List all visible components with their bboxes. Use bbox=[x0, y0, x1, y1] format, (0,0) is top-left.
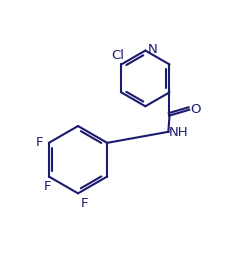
Text: F: F bbox=[81, 197, 89, 210]
Text: Cl: Cl bbox=[111, 49, 124, 62]
Text: F: F bbox=[35, 136, 43, 149]
Text: F: F bbox=[43, 180, 51, 193]
Text: N: N bbox=[148, 43, 158, 56]
Text: O: O bbox=[191, 103, 201, 116]
Text: NH: NH bbox=[169, 126, 189, 140]
